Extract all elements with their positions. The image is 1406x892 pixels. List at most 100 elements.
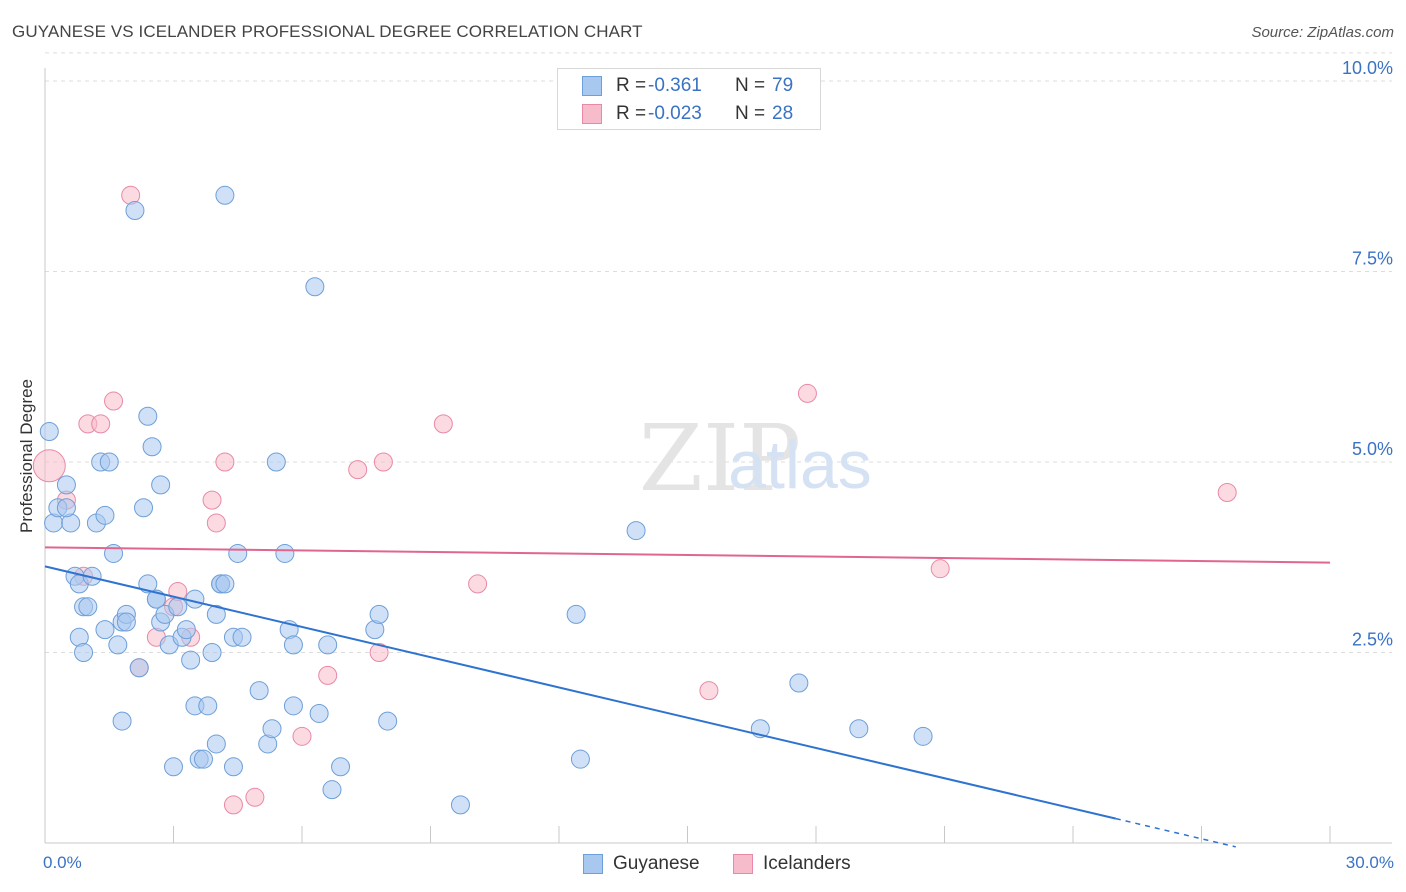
- guyanese-point: [309, 703, 329, 723]
- guyanese-point: [626, 521, 646, 541]
- guyanese-point: [176, 620, 196, 640]
- icelanders-point: [930, 559, 950, 579]
- guyanese-point: [78, 597, 98, 617]
- guyanese-point: [223, 757, 243, 777]
- chart-source: Source: ZipAtlas.com: [1251, 24, 1394, 41]
- legend-n-label: N =: [735, 103, 766, 124]
- icelanders-point: [104, 391, 124, 411]
- icelanders-point: [91, 414, 111, 434]
- guyanese-point: [125, 201, 145, 221]
- x-tick-label-min: 0.0%: [43, 853, 82, 872]
- guyanese-point: [570, 749, 590, 769]
- guyanese-point: [450, 795, 470, 815]
- stats-legend: R = -0.361 N = 79 R = -0.023 N = 28: [557, 68, 821, 130]
- guyanese-trend-line: [44, 565, 1117, 820]
- guyanese-point: [142, 437, 162, 457]
- guyanese-point: [56, 498, 76, 518]
- guyanese-point: [322, 780, 342, 800]
- watermark-atlas: atlas: [728, 427, 872, 503]
- guyanese-point: [151, 475, 171, 495]
- guyanese-point: [134, 498, 154, 518]
- x-tick-label-max: 30.0%: [1345, 853, 1394, 872]
- guyanese-point: [198, 696, 218, 716]
- icelanders-point: [369, 643, 389, 662]
- guyanese-point: [215, 185, 235, 205]
- trend-lines: [44, 546, 1331, 848]
- guyanese-points: [39, 185, 933, 815]
- legend-n-value: 28: [772, 103, 794, 124]
- series-label-guyanese: Guyanese: [613, 853, 700, 874]
- legend-n-label: N =: [735, 75, 766, 96]
- icelanders-point: [215, 452, 235, 472]
- icelanders-point: [32, 449, 66, 483]
- guyanese-trend-extension: [1115, 817, 1236, 848]
- watermark-zip: ZIP: [639, 405, 801, 512]
- guyanese-point: [112, 711, 132, 731]
- guyanese-point: [56, 475, 76, 495]
- guyanese-point: [206, 604, 226, 624]
- icelanders-trend-line: [44, 546, 1331, 564]
- guyanese-point: [74, 643, 94, 662]
- y-tick-label: 10.0%: [1342, 58, 1393, 78]
- y-tick-label: 5.0%: [1352, 439, 1393, 459]
- icelanders-point: [797, 383, 817, 403]
- guyanese-point: [913, 726, 933, 746]
- guyanese-point: [108, 635, 128, 655]
- guyanese-point: [228, 543, 248, 563]
- guyanese-point: [283, 696, 303, 716]
- guyanese-point: [95, 620, 115, 640]
- guyanese-point: [331, 757, 351, 777]
- guyanese-point: [378, 711, 398, 731]
- icelanders-point: [373, 452, 393, 472]
- guyanese-point: [116, 612, 136, 632]
- guyanese-point: [202, 643, 222, 662]
- icelanders-point: [202, 490, 222, 510]
- guyanese-point: [262, 719, 282, 739]
- guyanese-point: [138, 574, 158, 594]
- guyanese-point: [129, 658, 149, 678]
- guyanese-point: [232, 627, 252, 647]
- guyanese-point: [193, 749, 213, 769]
- legend-r-value: -0.023: [648, 103, 702, 124]
- guyanese-point: [275, 543, 295, 563]
- legend-r-value: -0.361: [648, 75, 702, 96]
- guyanese-point: [138, 406, 158, 426]
- icelanders-point: [206, 513, 226, 533]
- guyanese-point: [369, 604, 389, 624]
- series-legend-icelanders: Icelanders: [733, 852, 851, 876]
- guyanese-point: [168, 597, 188, 617]
- guyanese-point: [181, 650, 201, 670]
- series-legend: Guyanese Icelanders: [0, 852, 1406, 878]
- guyanese-point: [283, 635, 303, 655]
- icelanders-point: [245, 787, 265, 807]
- icelanders-point: [1217, 482, 1237, 502]
- y-tick-label: 2.5%: [1352, 630, 1393, 650]
- guyanese-point: [305, 277, 325, 297]
- guyanese-point: [206, 734, 226, 754]
- guyanese-point: [39, 422, 59, 442]
- icelanders-point: [223, 795, 243, 815]
- guyanese-point: [566, 604, 586, 624]
- icelanders-point: [433, 414, 453, 434]
- guyanese-point: [318, 635, 338, 655]
- icelanders-point: [468, 574, 488, 594]
- y-tick-label: 7.5%: [1352, 249, 1393, 269]
- icelanders-point: [699, 681, 719, 701]
- icelanders-point: [348, 460, 368, 480]
- guyanese-point: [215, 574, 235, 594]
- guyanese-point: [99, 452, 119, 472]
- icelanders-point: [318, 665, 338, 685]
- guyanese-point: [164, 757, 183, 777]
- legend-swatch-blue: [582, 76, 602, 96]
- guyanese-point: [185, 589, 205, 609]
- icelanders-points: [32, 185, 1237, 815]
- y-tick-labels: 2.5% 5.0% 7.5% 10.0%: [1342, 58, 1393, 650]
- guyanese-point: [249, 681, 269, 701]
- legend-n-value: 79: [772, 75, 794, 96]
- legend-r-label: R =: [616, 75, 647, 96]
- icelanders-point: [292, 726, 312, 746]
- grid-layer: [45, 52, 1392, 653]
- series-legend-guyanese: Guyanese: [583, 852, 700, 876]
- legend-r-label: R =: [616, 103, 647, 124]
